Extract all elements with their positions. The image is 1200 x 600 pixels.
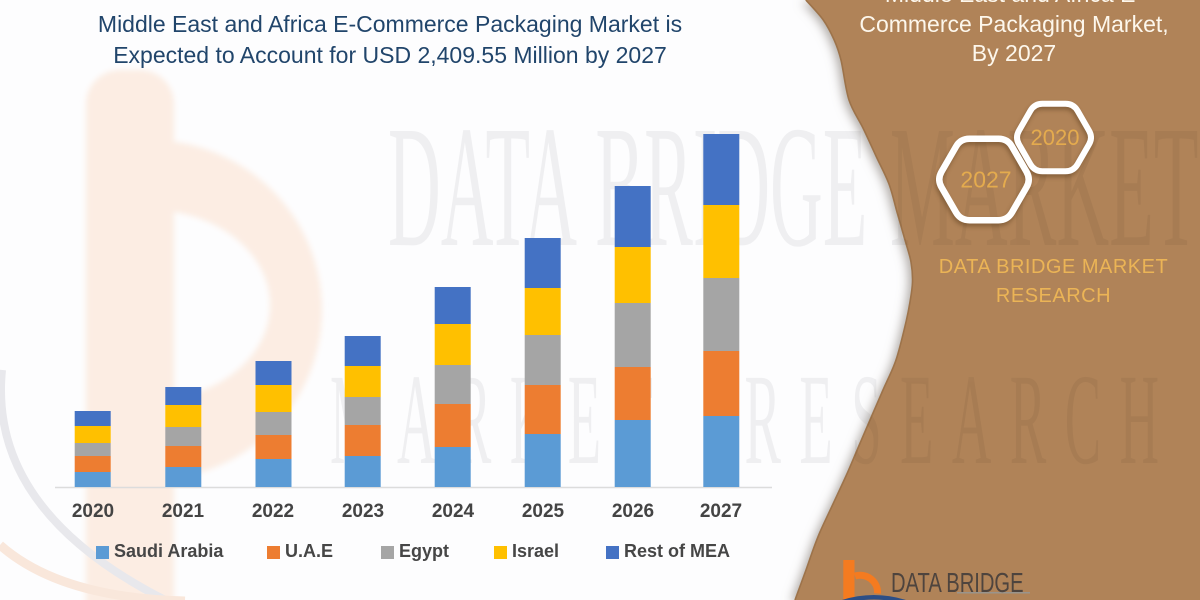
svg-text:MARKET RESEARCH: MARKET RESEARCH bbox=[330, 347, 1177, 492]
svg-text:2027: 2027 bbox=[960, 167, 1011, 193]
svg-text:2020: 2020 bbox=[1031, 125, 1080, 150]
